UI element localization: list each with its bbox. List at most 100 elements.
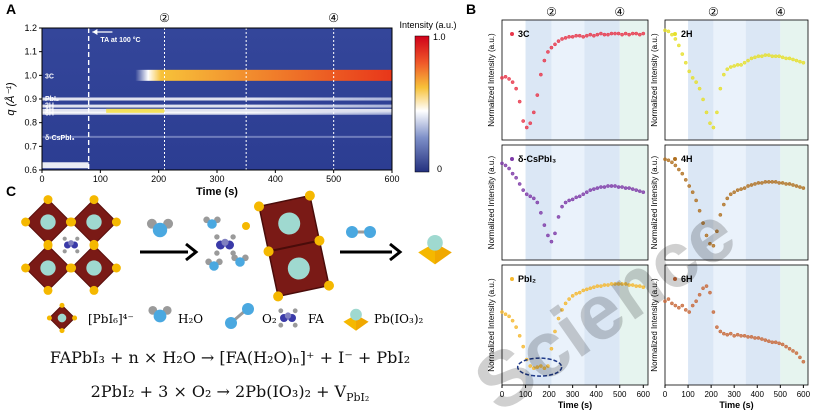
- data-point: [739, 63, 743, 67]
- data-point: [627, 283, 632, 287]
- fa-hydrogen: [62, 249, 67, 254]
- iodide-atom: [67, 217, 77, 227]
- data-point: [746, 184, 750, 188]
- data-point: [791, 183, 795, 187]
- water-shell: [231, 254, 249, 267]
- fa-hydrogen: [292, 322, 298, 328]
- fa-hydrogen: [278, 322, 284, 328]
- data-point: [567, 34, 571, 39]
- data-point: [577, 194, 582, 199]
- data-point: [760, 54, 764, 59]
- data-point: [739, 333, 743, 338]
- iodide-atom: [59, 302, 65, 308]
- fa-in-lattice: [62, 236, 80, 254]
- data-point: [560, 37, 564, 41]
- y-tick-label: 1.2: [24, 23, 37, 33]
- data-point: [595, 32, 600, 37]
- shaded-region: [619, 20, 648, 140]
- y-axis-label: q (Å⁻¹): [4, 82, 17, 116]
- data-point: [581, 192, 586, 197]
- data-point: [732, 190, 737, 195]
- legend-label: 3C: [518, 29, 530, 39]
- data-point: [609, 184, 614, 188]
- shaded-region: [584, 145, 620, 260]
- data-point: [690, 190, 695, 195]
- panel-frame: [664, 19, 809, 141]
- data-point: [620, 282, 624, 286]
- data-point: [560, 204, 564, 209]
- data-point: [535, 365, 540, 369]
- data-point: [794, 58, 799, 63]
- legend-label: 2H: [681, 29, 693, 39]
- lead-atom: [86, 214, 102, 230]
- legend-marker: [510, 157, 514, 161]
- oxygen-atom: [153, 309, 167, 323]
- data-point: [630, 31, 635, 36]
- shaded-region: [551, 145, 585, 260]
- legend-label-fa: FA: [308, 312, 324, 326]
- iodide-atom: [314, 235, 325, 246]
- lead-atom: [86, 260, 102, 276]
- x-tick-label: 300: [728, 390, 742, 399]
- vacancy-subscript: PbI₂: [346, 391, 370, 405]
- iodide-atom: [273, 291, 284, 302]
- data-point: [673, 163, 678, 168]
- marker-2: ②: [708, 5, 719, 19]
- iodide-atom: [89, 195, 99, 205]
- reaction-arrowhead: [389, 242, 403, 262]
- data-point: [683, 177, 688, 182]
- iodide-atom: [89, 285, 99, 295]
- data-point: [599, 185, 603, 189]
- iodide-atom: [59, 328, 65, 334]
- data-point: [798, 185, 802, 189]
- data-point: [784, 56, 788, 61]
- data-point: [627, 186, 632, 190]
- data-point: [690, 303, 695, 308]
- highlight-ellipse: [516, 357, 563, 377]
- data-point: [623, 31, 628, 36]
- data-point: [742, 60, 747, 65]
- marker-2: ②: [159, 11, 170, 25]
- data-point: [507, 77, 511, 81]
- data-point: [753, 55, 757, 60]
- fa-hydrogen: [214, 234, 220, 240]
- oxygen-atom: [346, 226, 358, 238]
- legend-o2-icon: [242, 303, 254, 315]
- data-point: [780, 55, 785, 60]
- data-point: [602, 283, 607, 287]
- data-point: [584, 33, 589, 38]
- annotation-4: 6H: [45, 110, 54, 117]
- heatmap-chart: 0 100 200 300 400 500 600 0.6 0.7 0.8 0.9 1.0 1.1 1.2…: [4, 11, 457, 198]
- legend-pbio3-icon: [343, 308, 369, 331]
- legend-label-pbi6: [PbI₆]⁴⁻: [88, 312, 134, 326]
- data-point: [766, 339, 771, 344]
- equation-1: FAPbI₃ + n × H₂O → [FA(H₂O)ₙ]⁺ + I⁻ + Pb…: [49, 348, 411, 367]
- shaded-region: [551, 265, 585, 385]
- scatter-panel-PbI₂: PbI₂ Normalized Intensity (a.u.) 0 100 200 30…: [487, 264, 651, 410]
- pbio3-product: [418, 235, 452, 265]
- data-point: [687, 184, 692, 188]
- fa-hydrogen: [62, 236, 67, 241]
- iodide-atom: [111, 263, 121, 273]
- data-point: [676, 305, 681, 310]
- x-axis-label: Time (s): [558, 400, 592, 410]
- data-point: [577, 290, 582, 295]
- data-point: [753, 336, 757, 340]
- octahedron: [67, 195, 121, 249]
- panel-frame: [501, 144, 649, 261]
- data-point: [715, 325, 719, 330]
- data-point: [763, 53, 768, 58]
- data-point: [721, 72, 726, 77]
- x-tick-label: 0: [39, 174, 44, 184]
- fa-hydrogen: [230, 250, 236, 256]
- data-point: [756, 181, 761, 185]
- x-tick-label: 600: [797, 390, 811, 399]
- data-point: [507, 314, 511, 319]
- data-point: [777, 341, 782, 346]
- shaded-region: [551, 20, 585, 140]
- legend-label: 4H: [681, 154, 693, 164]
- fa-hydrogen: [230, 234, 236, 240]
- panel-label-b: B: [466, 1, 476, 17]
- data-point: [701, 286, 705, 291]
- legend-marker: [673, 32, 677, 36]
